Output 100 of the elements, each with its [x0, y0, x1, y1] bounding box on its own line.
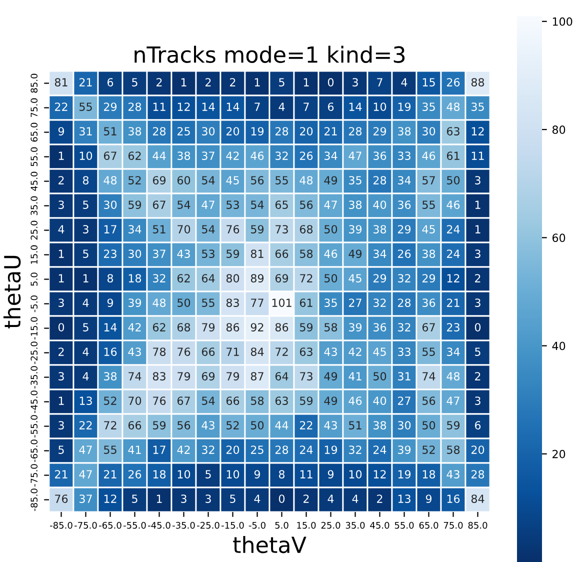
data-label: 55 — [422, 200, 435, 209]
data-label: 21 — [79, 78, 92, 86]
x-tick-label: 65.0 — [419, 522, 438, 529]
data-label: 26 — [300, 152, 313, 160]
data-label: 62 — [177, 274, 190, 282]
data-label: 56 — [422, 396, 436, 405]
data-label: 8 — [278, 470, 285, 478]
data-label: 12 — [104, 494, 116, 503]
data-label: 0 — [58, 323, 64, 332]
y-axis-title: thetaU — [3, 256, 21, 328]
data-label: 29 — [104, 102, 117, 111]
data-label: 5 — [475, 348, 480, 356]
data-label: 20 — [226, 446, 240, 454]
data-label: 20 — [226, 127, 240, 136]
data-label: 3 — [352, 78, 358, 86]
data-label: 12 — [472, 127, 484, 136]
data-label: 38 — [349, 200, 362, 209]
data-label: 21 — [104, 470, 116, 478]
data-label: 31 — [80, 127, 92, 136]
data-label: 42 — [128, 323, 141, 332]
data-label: 7 — [304, 102, 309, 111]
data-label: 35 — [472, 102, 484, 111]
x-tick-label: -25.0 — [197, 522, 220, 529]
data-label: 5 — [206, 470, 211, 478]
data-label: 48 — [152, 298, 166, 307]
data-label: 3 — [58, 200, 64, 209]
data-label: 1 — [475, 225, 480, 234]
data-label: 57 — [422, 176, 435, 184]
data-label: 42 — [226, 152, 239, 160]
data-label: 32 — [349, 446, 362, 454]
data-label: 72 — [300, 274, 312, 282]
data-label: 54 — [202, 225, 215, 234]
data-label: 70 — [178, 225, 190, 234]
data-label: 59 — [447, 421, 460, 430]
data-label: 8 — [107, 274, 114, 282]
y-tick-label: 15.0 — [30, 245, 38, 264]
data-label: 11 — [472, 152, 484, 160]
data-label: 2 — [230, 78, 236, 86]
y-tick-label: 55.0 — [30, 147, 38, 166]
data-label: 67 — [422, 323, 435, 332]
data-label: 51 — [349, 421, 362, 430]
data-label: 32 — [202, 446, 214, 454]
data-label: 39 — [349, 225, 362, 234]
data-label: 20 — [300, 127, 313, 136]
data-label: 89 — [250, 274, 264, 282]
data-label: 55 — [202, 298, 214, 307]
data-label: 14 — [226, 102, 240, 111]
data-label: 66 — [202, 348, 215, 356]
data-label: 40 — [373, 200, 386, 209]
data-label: 14 — [104, 323, 117, 332]
data-label: 1 — [254, 78, 260, 86]
data-label: 76 — [178, 348, 190, 356]
data-label: 29 — [373, 274, 386, 282]
chart-title: nTracks mode=1 kind=3 — [134, 46, 405, 63]
data-label: 19 — [324, 446, 338, 454]
data-label: 48 — [446, 372, 460, 380]
color-bar-label: 60 — [552, 234, 566, 242]
data-label: 1 — [58, 250, 64, 258]
data-label: 79 — [226, 372, 240, 380]
data-label: 50 — [447, 176, 460, 184]
data-label: 67 — [104, 152, 116, 160]
data-label: 22 — [300, 421, 312, 430]
data-label: 39 — [128, 298, 142, 307]
data-label: 52 — [226, 421, 239, 430]
data-label: 58 — [447, 446, 460, 454]
data-label: 32 — [398, 274, 410, 282]
data-label: 4 — [58, 225, 64, 234]
data-label: 4 — [328, 494, 334, 503]
data-label: 38 — [104, 372, 117, 380]
x-axis-title: thetaV — [233, 536, 306, 554]
y-tick-label: 5.0 — [30, 272, 38, 286]
data-label: 1 — [304, 78, 309, 86]
y-tick-label: -35.0 — [30, 366, 38, 388]
data-label: 76 — [226, 225, 240, 234]
data-label: 58 — [324, 323, 338, 332]
data-label: 18 — [422, 470, 436, 478]
data-label: 34 — [398, 176, 411, 184]
y-tick-label: -45.0 — [30, 390, 38, 413]
data-label: 22 — [79, 421, 92, 430]
data-label: 86 — [275, 323, 288, 332]
data-label: 34 — [128, 225, 142, 234]
data-label: 28 — [471, 470, 484, 478]
data-label: 63 — [446, 127, 460, 136]
data-label: 80 — [226, 274, 240, 282]
data-label: 2 — [475, 274, 480, 282]
data-label: 6 — [107, 78, 114, 86]
data-label: 43 — [324, 421, 337, 430]
data-label: 7 — [377, 78, 382, 86]
data-label: 3 — [58, 372, 64, 380]
data-label: 54 — [202, 396, 215, 405]
data-label: 5 — [132, 78, 138, 86]
y-tick-label: 75.0 — [30, 98, 38, 118]
data-label: 3 — [475, 396, 480, 405]
data-label: 1 — [58, 396, 64, 405]
data-label: 41 — [128, 446, 141, 454]
data-label: 1 — [58, 274, 64, 282]
data-label: 47 — [324, 200, 337, 209]
y-tick-label: -85.0 — [30, 488, 38, 511]
data-label: 23 — [104, 250, 116, 258]
data-label: 8 — [82, 176, 89, 184]
